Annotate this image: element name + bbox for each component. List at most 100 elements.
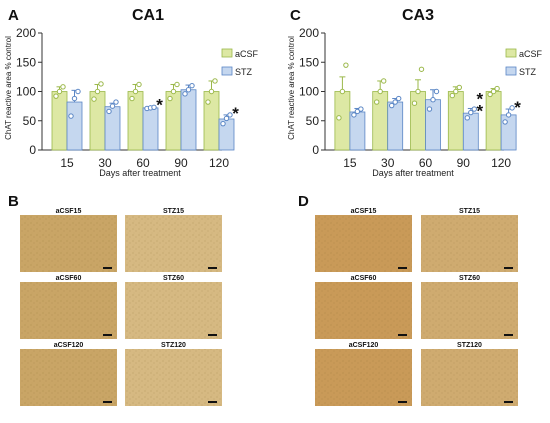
significance-marker: * [476,89,483,108]
data-point [464,115,470,121]
data-point [205,99,211,105]
data-point [456,84,462,91]
data-point [396,95,402,102]
data-point [113,99,119,105]
data-point [60,84,66,90]
axes-ca3: 0 50 100 150 200 15 30 60 90 120 [299,26,511,170]
data-point [377,88,383,95]
data-point [223,115,230,122]
y-tick-label: 50 [306,114,320,128]
data-point [94,88,101,95]
bar-acsf [51,91,68,151]
data-point [490,88,497,95]
micrograph-panel-b: B aCSF15 STZ15 aCSF60 STZ60 aCSF120 STZ120 [8,193,222,406]
data-point [174,81,180,88]
data-point [132,88,139,95]
scale-bar [103,401,112,403]
y-tick-label: 100 [299,85,319,99]
y-tick-label: 0 [312,143,319,157]
data-point [129,95,135,102]
micrograph-label: STZ60 [459,275,480,282]
micrograph-texture [315,282,412,339]
legend-ca3: aCSF STZ [505,48,543,77]
x-tick-label: 120 [209,156,229,170]
data-point [433,88,440,95]
panel-letter-d: D [298,193,309,210]
data-point [98,81,104,87]
data-point [151,104,157,110]
bar-acsf [410,91,426,151]
chart-title-ca3: CA3 [402,7,434,24]
micrograph-texture [315,349,412,406]
data-point [449,92,455,99]
panel-letter-a: A [8,7,19,24]
data-point [182,91,188,97]
data-point [189,82,195,89]
axes-ca1: 0 50 100 150 200 15 30 60 90 120 [16,26,229,170]
micrograph-texture [315,215,412,272]
data-point [136,81,142,88]
bar-stz [387,101,404,151]
legend-label: STZ [235,67,253,77]
scale-bar [208,267,217,269]
data-point [487,91,493,98]
data-point [505,112,512,118]
data-point [389,102,395,109]
micrograph-label: aCSF60 [351,275,377,282]
legend-label: aCSF [519,49,543,59]
y-tick-label: 100 [16,85,36,99]
data-point [430,96,436,103]
legend-swatch [505,48,517,58]
micrograph-label: aCSF60 [56,275,82,282]
x-tick-label: 90 [457,156,471,170]
significance-marker: * [514,98,521,117]
bar-stz [66,101,83,151]
scale-bar [398,401,407,403]
micrograph-label: STZ120 [457,342,482,349]
data-point [471,106,477,112]
y-axis-label-ca1: ChAT reactive area % control [4,36,13,140]
x-tick-label: 60 [136,156,150,170]
legend-ca1: aCSF STZ [221,48,259,77]
micrograph-texture [421,215,518,272]
bar-stz [180,89,197,151]
y-tick-label: 50 [23,114,37,128]
data-point [170,88,177,95]
y-tick-label: 0 [29,143,36,157]
panel-letter-c: C [290,7,301,24]
legend-swatch [221,48,233,58]
data-point [502,119,508,125]
significance-marker: * [476,101,483,120]
x-tick-label: 30 [381,156,395,170]
micrograph-panel-d: D aCSF15 STZ15 aCSF60 STZ60 aCSF120 STZ120 [298,193,518,406]
x-tick-label: 30 [98,156,112,170]
significance-marker: * [156,96,163,115]
y-tick-label: 150 [16,55,36,69]
legend-swatch [221,66,233,76]
data-point [53,93,59,99]
scale-bar [504,267,513,269]
y-tick-label: 150 [299,55,319,69]
data-point [339,88,346,95]
x-tick-label: 120 [491,156,511,170]
bar-acsf [447,91,464,151]
data-point [56,88,63,95]
micrograph-texture [20,215,117,272]
x-tick-label: 60 [419,156,433,170]
micrograph-label: STZ15 [163,208,184,215]
scale-bar [504,401,513,403]
bar-acsf [334,91,351,151]
micrograph-texture [421,282,518,339]
micrograph-label: STZ15 [459,208,480,215]
bar-acsf [485,91,502,151]
x-axis-label-ca3: Days after treatment [372,168,454,178]
data-point [167,95,173,102]
scale-bar [398,267,407,269]
data-point [509,105,515,111]
data-point [336,115,342,121]
x-axis-label-ca1: Days after treatment [99,168,181,178]
data-point [374,99,380,105]
